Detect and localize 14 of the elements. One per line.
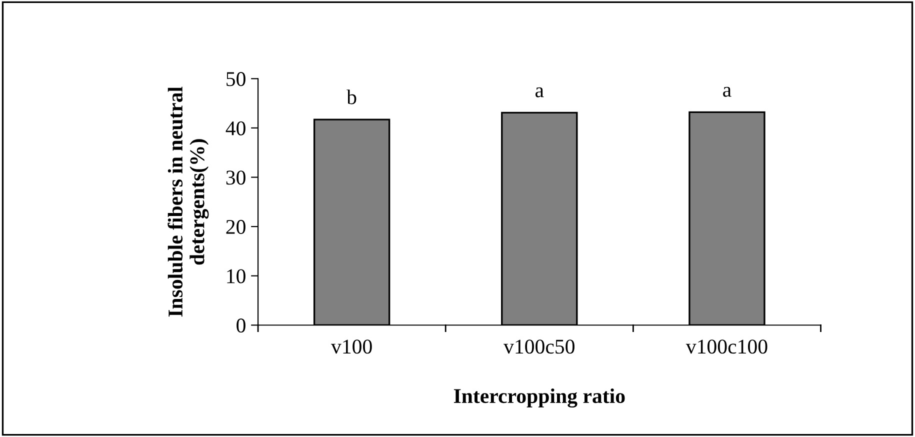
annotation: b: [346, 90, 356, 104]
annotation: a: [723, 86, 732, 97]
x-tick-label: v100c50: [504, 340, 574, 354]
y-tick-label: 10: [227, 269, 246, 284]
annotation: a: [536, 87, 544, 98]
y-axis-title: Insoluble fibers in neutral detergents(%): [168, 86, 209, 317]
y-tick-label: 20: [226, 220, 246, 234]
y-tick-label: 0: [236, 318, 246, 333]
x-tick-label: v100c100: [686, 340, 768, 354]
y-tick-label: 30: [226, 170, 246, 185]
y-tick-label: 40: [226, 121, 246, 136]
y-tick-label: 50: [226, 72, 246, 86]
x-tick-label: v100: [330, 340, 372, 354]
x-axis-title: Intercropping ratio: [454, 388, 625, 408]
